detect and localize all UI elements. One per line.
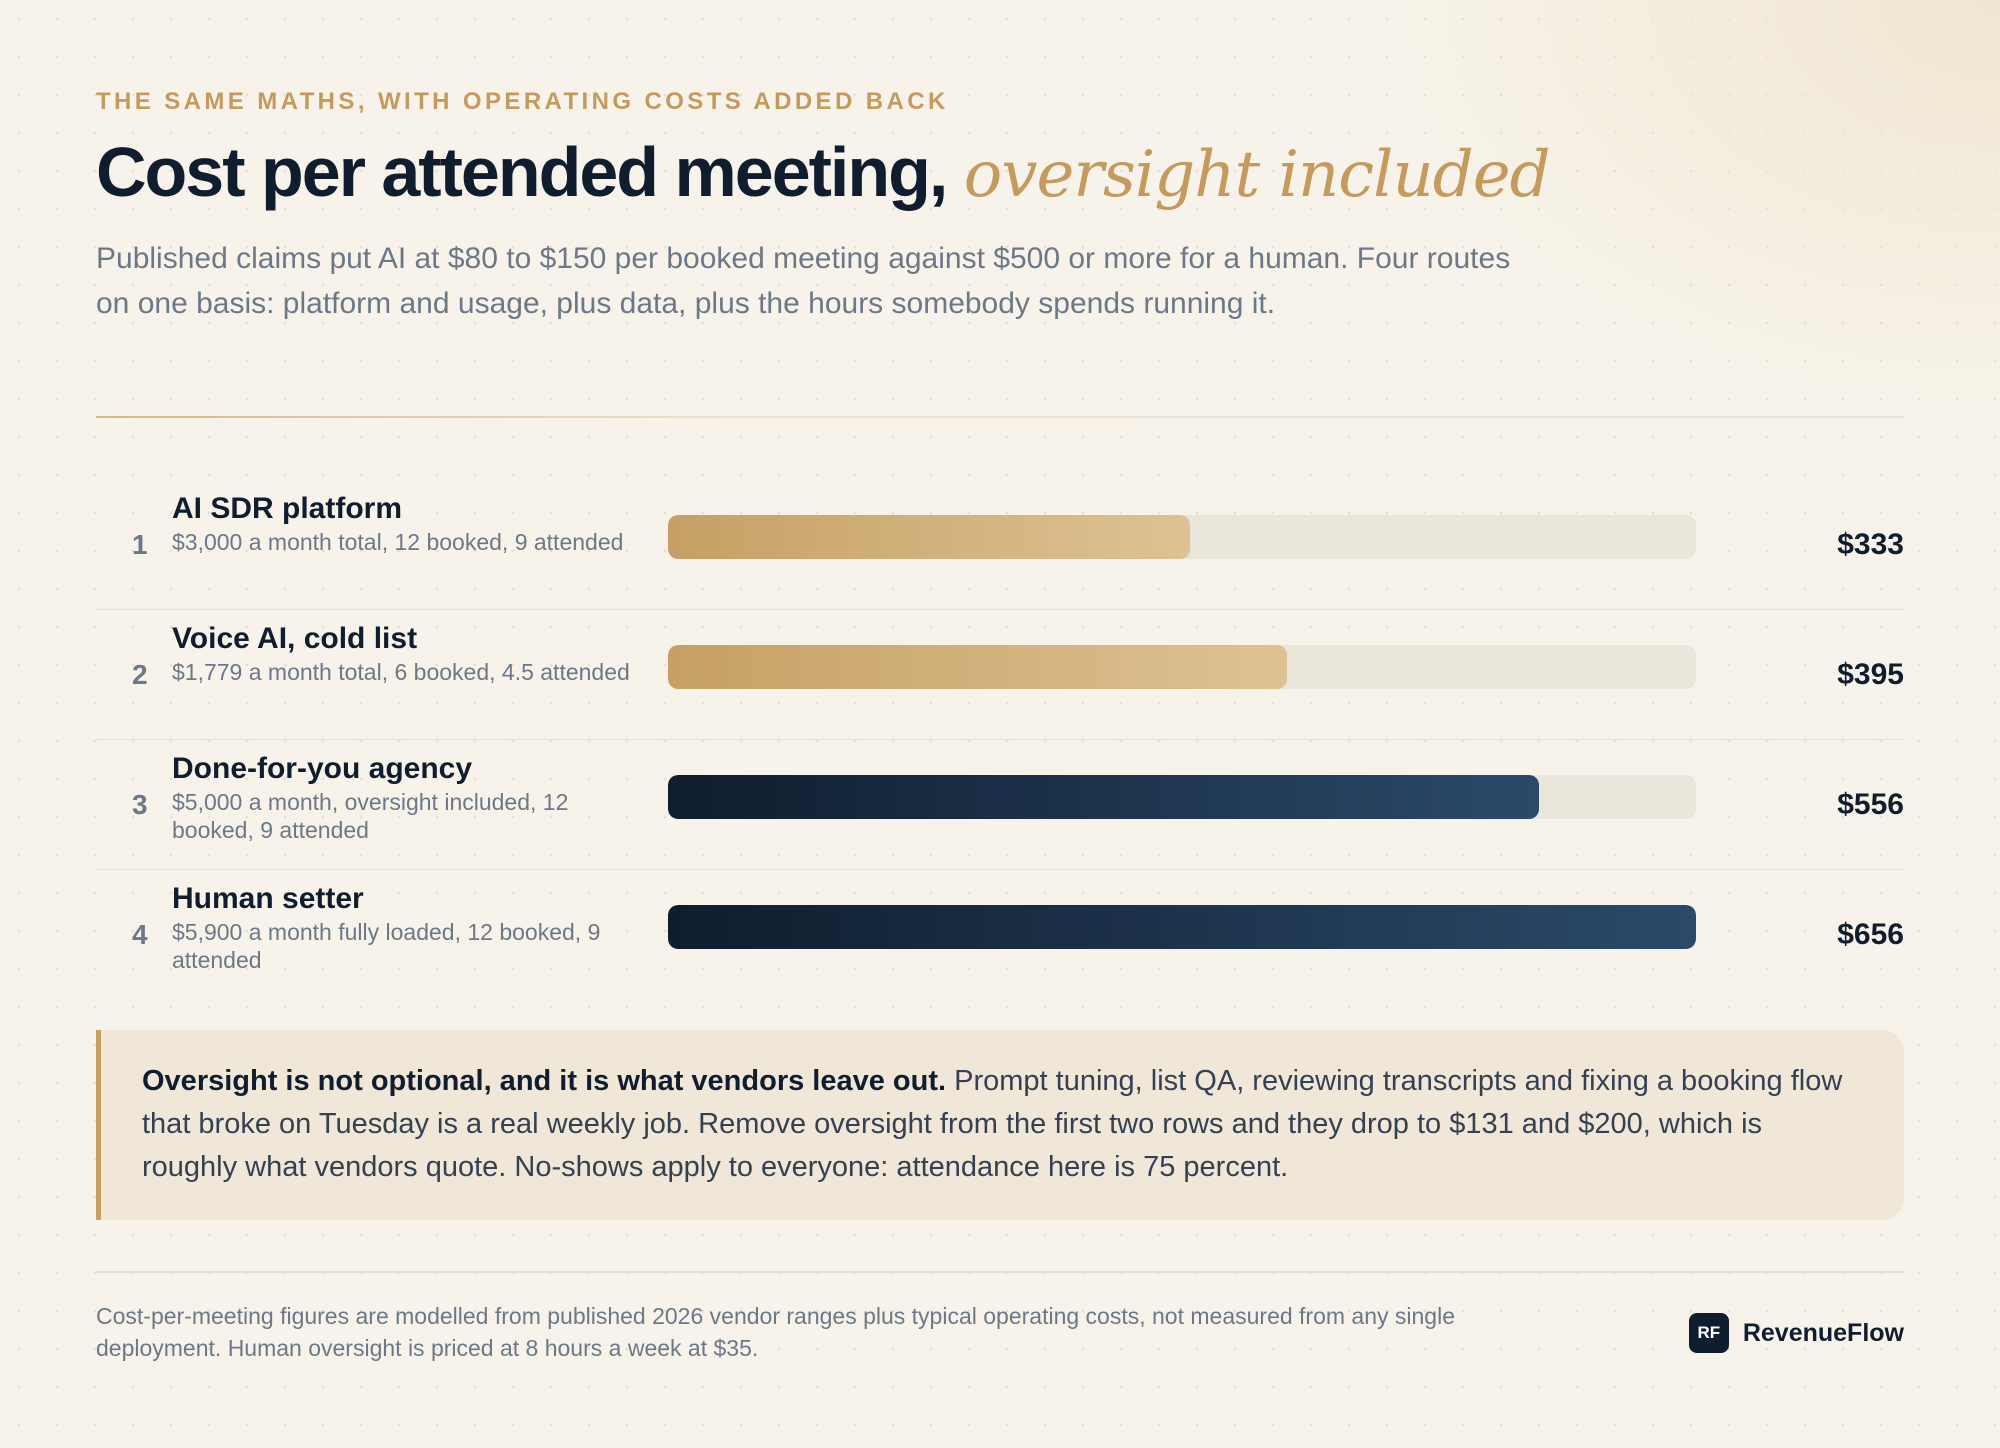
footer-divider bbox=[96, 1271, 1904, 1273]
subtitle: Published claims put AI at $80 to $150 p… bbox=[96, 242, 1511, 320]
bar bbox=[668, 775, 1540, 819]
title-accent: oversight included bbox=[963, 138, 1551, 212]
category-description: $5,900 a month fully loaded, 12 booked, … bbox=[172, 919, 601, 973]
category-name: Voice AI, cold list bbox=[172, 622, 418, 655]
value-label: $656 bbox=[1837, 917, 1904, 951]
category-description: $3,000 a month total, 12 booked, 9 atten… bbox=[172, 529, 624, 555]
footnote: Cost-per-meeting figures are modelled fr… bbox=[96, 1303, 1455, 1361]
category-label: Done-for-you agency $5,000 a month, overs… bbox=[172, 750, 652, 844]
eyebrow: THE SAME MATHS, WITH OPERATING COSTS ADD… bbox=[96, 88, 949, 115]
bar-chart: 1 AI SDR platform $3,000 a month total, 12… bbox=[96, 480, 1904, 999]
category-name: AI SDR platform bbox=[172, 492, 403, 525]
title-main: Cost per attended meeting, bbox=[96, 133, 948, 211]
category-label: Human setter $5,900 a month fully loaded,… bbox=[172, 880, 652, 974]
brand-logo-icon: RF bbox=[1688, 1313, 1729, 1353]
bar bbox=[668, 515, 1190, 559]
page-title: Cost per attended meeting, oversight inc… bbox=[96, 132, 1551, 212]
chart-row: 3 Done-for-you agency $5,000 a month, over… bbox=[96, 740, 1904, 870]
category-label: Voice AI, cold list $1,779 a month total,… bbox=[172, 620, 652, 686]
category-description: $5,000 a month, oversight included, 12 b… bbox=[172, 789, 569, 843]
rank-label: 4 bbox=[132, 918, 148, 950]
value-label: $333 bbox=[1837, 527, 1904, 561]
header-divider bbox=[96, 416, 1904, 418]
oversight-callout: Oversight is not optional, and it is wha… bbox=[96, 1030, 1904, 1220]
chart-row: 2 Voice AI, cold list $1,779 a month total… bbox=[96, 610, 1904, 740]
value-label: $395 bbox=[1837, 657, 1904, 691]
category-description: $1,779 a month total, 6 booked, 4.5 atte… bbox=[172, 659, 630, 685]
callout-lead: Oversight is not optional, and it is wha… bbox=[142, 1065, 947, 1097]
rank-label: 2 bbox=[132, 658, 148, 690]
chart-row: 1 AI SDR platform $3,000 a month total, 12… bbox=[96, 480, 1904, 610]
bar bbox=[668, 905, 1696, 949]
rank-label: 1 bbox=[132, 528, 148, 560]
category-label: AI SDR platform $3,000 a month total, 12 … bbox=[172, 490, 652, 556]
bar-track bbox=[668, 775, 1696, 819]
category-name: Done-for-you agency bbox=[172, 752, 473, 785]
bar-track bbox=[668, 645, 1696, 689]
brand: RF RevenueFlow bbox=[1688, 1313, 1904, 1353]
bar-track bbox=[668, 905, 1696, 949]
bar bbox=[668, 645, 1287, 689]
category-name: Human setter bbox=[172, 882, 364, 915]
rank-label: 3 bbox=[132, 788, 148, 820]
brand-name: RevenueFlow bbox=[1742, 1318, 1904, 1347]
bar-track bbox=[668, 515, 1696, 559]
callout-body: Prompt tuning, list QA, reviewing transc… bbox=[142, 1065, 1843, 1183]
value-label: $556 bbox=[1837, 787, 1904, 821]
chart-row: 4 Human setter $5,900 a month fully loaded… bbox=[96, 870, 1904, 999]
